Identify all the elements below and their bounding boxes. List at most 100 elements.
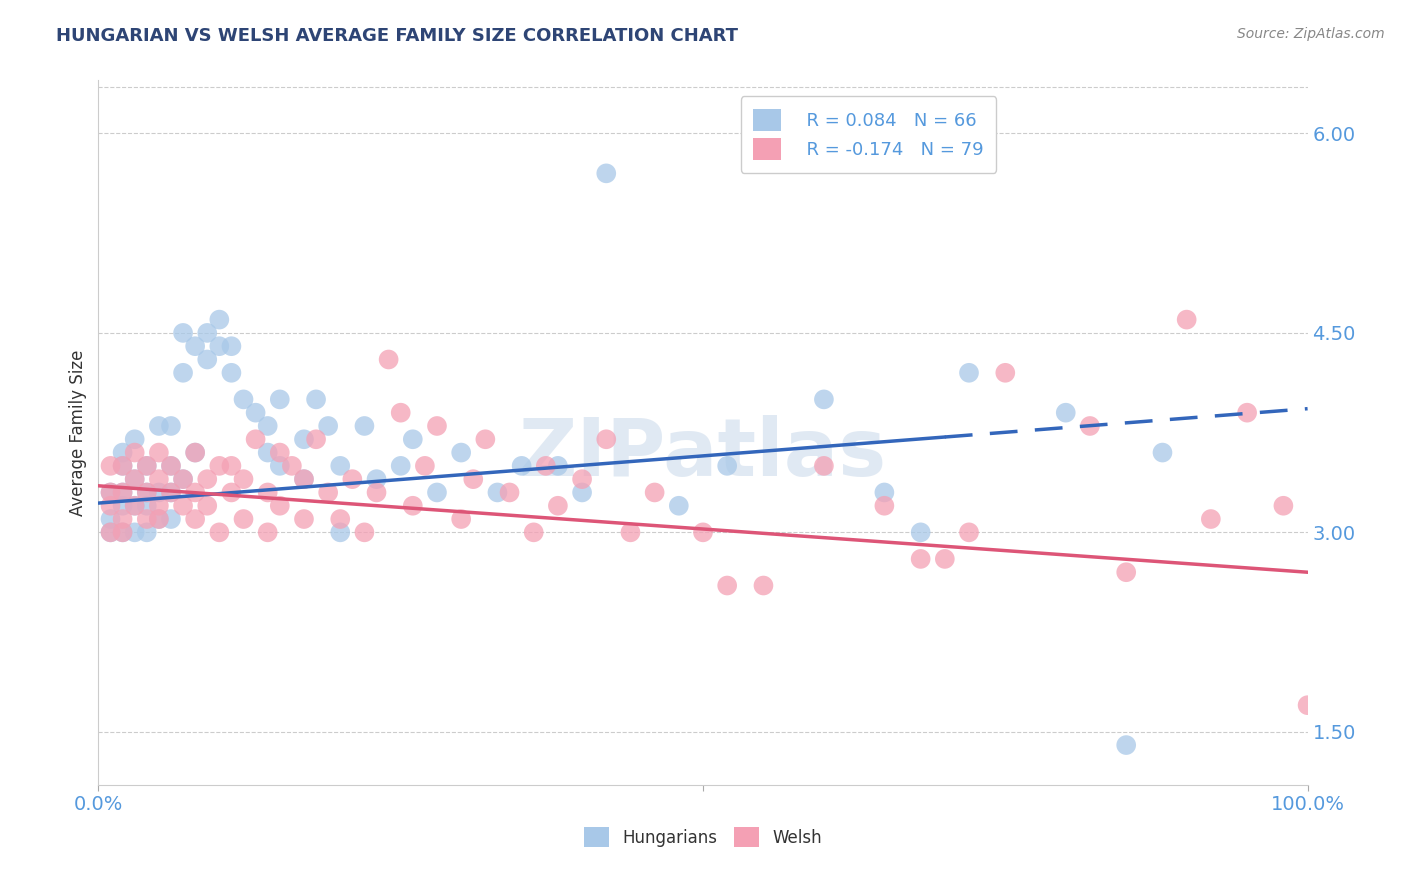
Point xyxy=(1199,512,1222,526)
Point xyxy=(135,485,157,500)
Point xyxy=(389,406,412,420)
Point xyxy=(353,525,375,540)
Point xyxy=(619,525,641,540)
Point xyxy=(195,326,218,340)
Point xyxy=(124,445,146,459)
Point xyxy=(111,512,134,526)
Point xyxy=(245,406,267,420)
Point xyxy=(124,432,146,446)
Point xyxy=(135,485,157,500)
Point xyxy=(148,419,170,434)
Point xyxy=(571,472,593,486)
Point xyxy=(534,458,557,473)
Point xyxy=(329,525,352,540)
Point xyxy=(450,445,472,459)
Point xyxy=(316,419,339,434)
Point xyxy=(644,485,666,500)
Y-axis label: Average Family Size: Average Family Size xyxy=(69,350,87,516)
Point xyxy=(595,166,617,180)
Point xyxy=(269,458,291,473)
Point xyxy=(208,458,231,473)
Point xyxy=(292,432,315,446)
Point xyxy=(256,485,278,500)
Point xyxy=(994,366,1017,380)
Point xyxy=(111,458,134,473)
Point xyxy=(124,499,146,513)
Point xyxy=(172,499,194,513)
Point xyxy=(111,485,134,500)
Point xyxy=(329,512,352,526)
Point xyxy=(195,472,218,486)
Point xyxy=(172,326,194,340)
Point xyxy=(208,312,231,326)
Point xyxy=(474,432,496,446)
Point xyxy=(342,472,364,486)
Point xyxy=(256,445,278,459)
Point xyxy=(486,485,509,500)
Point xyxy=(221,485,243,500)
Legend: Hungarians, Welsh: Hungarians, Welsh xyxy=(578,821,828,855)
Point xyxy=(232,392,254,407)
Point xyxy=(100,458,122,473)
Point xyxy=(184,445,207,459)
Point xyxy=(148,499,170,513)
Point xyxy=(148,445,170,459)
Point xyxy=(111,485,134,500)
Point xyxy=(124,499,146,513)
Point xyxy=(124,472,146,486)
Point xyxy=(957,366,980,380)
Point xyxy=(377,352,399,367)
Point xyxy=(184,339,207,353)
Point xyxy=(595,432,617,446)
Point xyxy=(221,366,243,380)
Point xyxy=(148,512,170,526)
Point xyxy=(1054,406,1077,420)
Point xyxy=(1152,445,1174,459)
Point xyxy=(873,485,896,500)
Point xyxy=(135,458,157,473)
Point xyxy=(329,458,352,473)
Point xyxy=(716,458,738,473)
Point xyxy=(1175,312,1198,326)
Point xyxy=(1296,698,1319,713)
Point xyxy=(547,458,569,473)
Point xyxy=(195,499,218,513)
Point xyxy=(100,525,122,540)
Point xyxy=(160,512,183,526)
Text: HUNGARIAN VS WELSH AVERAGE FAMILY SIZE CORRELATION CHART: HUNGARIAN VS WELSH AVERAGE FAMILY SIZE C… xyxy=(56,27,738,45)
Point xyxy=(873,499,896,513)
Point xyxy=(305,432,328,446)
Point xyxy=(148,512,170,526)
Point xyxy=(160,458,183,473)
Point xyxy=(426,485,449,500)
Point xyxy=(1078,419,1101,434)
Point xyxy=(221,339,243,353)
Point xyxy=(100,499,122,513)
Point xyxy=(1236,406,1258,420)
Point xyxy=(547,499,569,513)
Point xyxy=(208,339,231,353)
Point xyxy=(1272,499,1295,513)
Point xyxy=(135,512,157,526)
Point xyxy=(208,525,231,540)
Point xyxy=(221,458,243,473)
Point xyxy=(316,485,339,500)
Text: ZIPatlas: ZIPatlas xyxy=(519,415,887,492)
Point xyxy=(1115,738,1137,752)
Text: Source: ZipAtlas.com: Source: ZipAtlas.com xyxy=(1237,27,1385,41)
Point xyxy=(148,472,170,486)
Point xyxy=(389,458,412,473)
Point xyxy=(366,485,388,500)
Point xyxy=(135,525,157,540)
Point xyxy=(450,512,472,526)
Point xyxy=(160,485,183,500)
Point xyxy=(232,512,254,526)
Point xyxy=(463,472,485,486)
Point xyxy=(184,512,207,526)
Point xyxy=(148,485,170,500)
Point xyxy=(124,472,146,486)
Point xyxy=(172,472,194,486)
Point xyxy=(100,485,122,500)
Point xyxy=(353,419,375,434)
Point xyxy=(716,578,738,592)
